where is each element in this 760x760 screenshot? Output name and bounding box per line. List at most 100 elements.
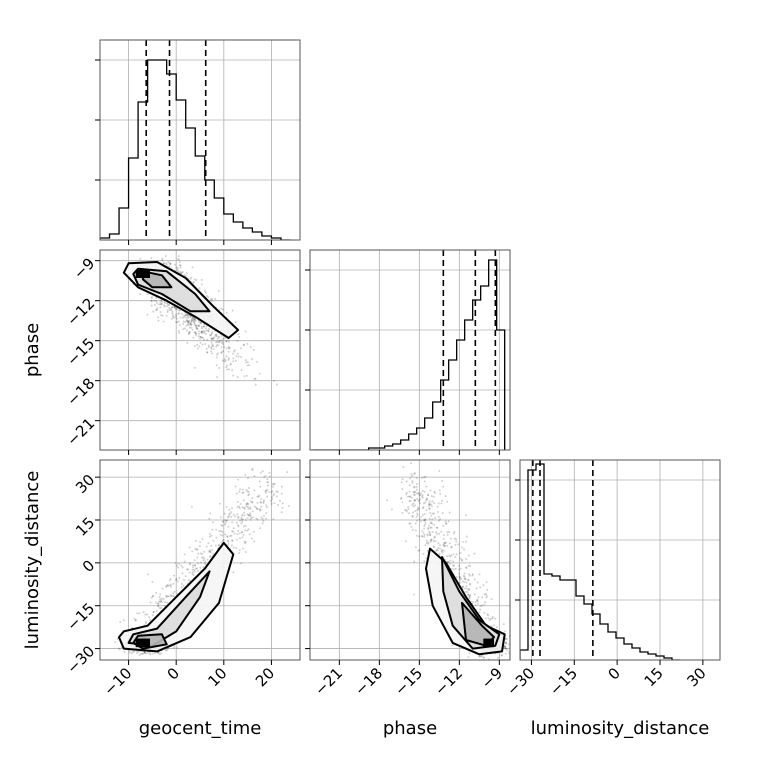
sample-point [194, 547, 197, 550]
sample-point [201, 552, 204, 555]
sample-point [426, 541, 429, 544]
sample-point [483, 603, 486, 606]
sample-point [210, 346, 213, 349]
sample-point [171, 310, 174, 313]
sample-point [247, 514, 250, 517]
sample-point [164, 254, 167, 257]
sample-point [455, 540, 458, 543]
sample-point [148, 619, 151, 622]
sample-point [449, 537, 452, 540]
sample-point [193, 318, 196, 321]
sample-point [271, 496, 274, 499]
sample-point [458, 564, 461, 567]
sample-point [414, 504, 417, 507]
sample-point [195, 324, 198, 327]
sample-point [442, 538, 445, 541]
sample-point [196, 327, 199, 330]
sample-point [176, 308, 179, 311]
sample-point [421, 476, 424, 479]
sample-point [193, 568, 196, 571]
sample-point [217, 344, 220, 347]
sample-point [467, 554, 470, 557]
sample-point [137, 650, 140, 653]
sample-point [404, 540, 407, 543]
sample-point [162, 598, 165, 601]
sample-point [429, 539, 432, 542]
sample-point [414, 509, 417, 512]
sample-point [442, 549, 445, 552]
sample-point [179, 309, 182, 312]
sample-point [231, 309, 234, 312]
x-tick-label: 0 [164, 664, 183, 683]
sample-point [172, 582, 175, 585]
sample-point [215, 335, 218, 338]
sample-point [221, 530, 224, 533]
sample-point [408, 500, 411, 503]
sample-point [128, 649, 131, 652]
sample-point [435, 532, 438, 535]
sample-point [271, 485, 274, 488]
sample-point [241, 488, 244, 491]
sample-point [166, 303, 169, 306]
sample-point [241, 491, 244, 494]
sample-point [258, 372, 261, 375]
sample-point [160, 599, 163, 602]
sample-point [416, 514, 419, 517]
sample-point [490, 598, 493, 601]
sample-point [466, 591, 469, 594]
sample-point [440, 530, 443, 533]
sample-point [187, 316, 190, 319]
sample-point [494, 617, 497, 620]
sample-point [266, 478, 269, 481]
sample-point [407, 507, 410, 510]
sample-point [231, 539, 234, 542]
sample-point [500, 654, 503, 657]
sample-point [132, 650, 135, 653]
sample-point [162, 320, 165, 323]
sample-point [259, 471, 262, 474]
sample-point [200, 321, 203, 324]
sample-point [207, 550, 210, 553]
sample-point [448, 554, 451, 557]
sample-point [183, 314, 186, 317]
sample-point [222, 350, 225, 353]
sample-point [165, 596, 168, 599]
sample-point [410, 525, 413, 528]
sample-point [220, 339, 223, 342]
sample-point [504, 646, 507, 649]
sample-point [182, 584, 185, 587]
sample-point [202, 565, 205, 568]
sample-point [133, 617, 136, 620]
sample-point [441, 551, 444, 554]
sample-point [416, 512, 419, 515]
sample-point [406, 495, 409, 498]
sample-point [195, 332, 198, 335]
sample-point [237, 333, 240, 336]
sample-point [193, 366, 196, 369]
sample-point [166, 583, 169, 586]
sample-point [244, 529, 247, 532]
scatter-geocent_time-luminosity_distance: −10 0 10 20 −30 −15 0 15 30 [63, 459, 301, 699]
sample-point [255, 517, 258, 520]
sample-point [259, 501, 262, 504]
sample-point [230, 534, 233, 537]
sample-point [401, 512, 404, 515]
sample-point [459, 552, 462, 555]
sample-point [231, 539, 234, 542]
sample-point [461, 580, 464, 583]
sample-point [246, 529, 249, 532]
sample-point [467, 579, 470, 582]
sample-point [428, 507, 431, 510]
sample-point [197, 335, 200, 338]
sample-point [469, 565, 472, 568]
sample-point [434, 540, 437, 543]
sample-point [184, 274, 187, 277]
sample-point [186, 320, 189, 323]
sample-point [450, 546, 453, 549]
sample-point [251, 467, 254, 470]
sample-point [218, 530, 221, 533]
sample-point [405, 509, 408, 512]
sample-point [206, 351, 209, 354]
sample-point [227, 542, 230, 545]
